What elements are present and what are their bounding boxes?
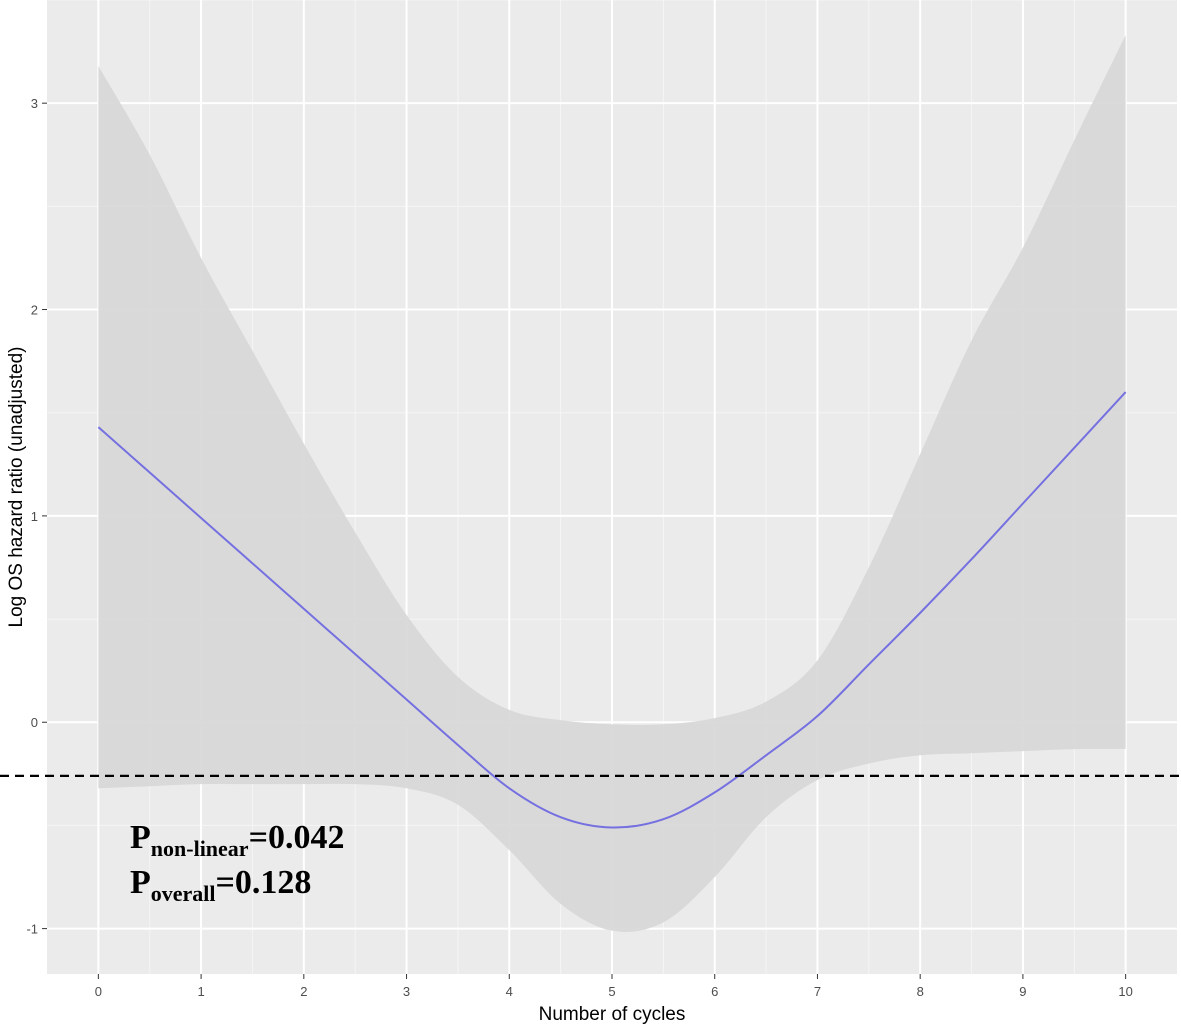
p-overall-subscript: overall [151,881,216,906]
p-nonlinear-subscript: non-linear [151,836,249,861]
x-tick-label: 4 [506,984,513,999]
x-axis-title: Number of cycles [539,1004,686,1025]
p-overall-value: =0.128 [216,864,312,901]
x-tick-label: 7 [814,984,821,999]
y-axis-title: Log OS hazard ratio (unadjusted) [6,347,27,628]
y-tick-label: 0 [31,715,38,730]
y-tick-label: -1 [26,922,38,937]
p-overall-letter: P [130,864,151,901]
x-tick-label: 3 [403,984,410,999]
x-tick-label: 1 [197,984,204,999]
p-nonlinear-letter: P [130,819,151,856]
x-tick-label: 10 [1118,984,1132,999]
x-tick-label: 0 [95,984,102,999]
x-tick-label: 5 [608,984,615,999]
confidence-band [98,35,1126,932]
p-nonlinear-annotation: Pnon-linear=0.042 [130,819,344,861]
x-tick-label: 2 [300,984,307,999]
x-tick-label: 9 [1019,984,1026,999]
y-axis-ticks: -1 0 1 2 3 [26,96,47,937]
y-tick-label: 1 [31,509,38,524]
y-tick-label: 3 [31,96,38,111]
x-tick-label: 6 [711,984,718,999]
p-overall-annotation: Poverall=0.128 [130,864,311,906]
y-tick-label: 2 [31,303,38,318]
hazard-ratio-line [97,391,1127,829]
x-axis-ticks: 0 1 2 3 4 5 6 7 8 9 10 [95,974,1133,999]
p-nonlinear-value: =0.042 [249,819,345,856]
x-tick-label: 8 [917,984,924,999]
